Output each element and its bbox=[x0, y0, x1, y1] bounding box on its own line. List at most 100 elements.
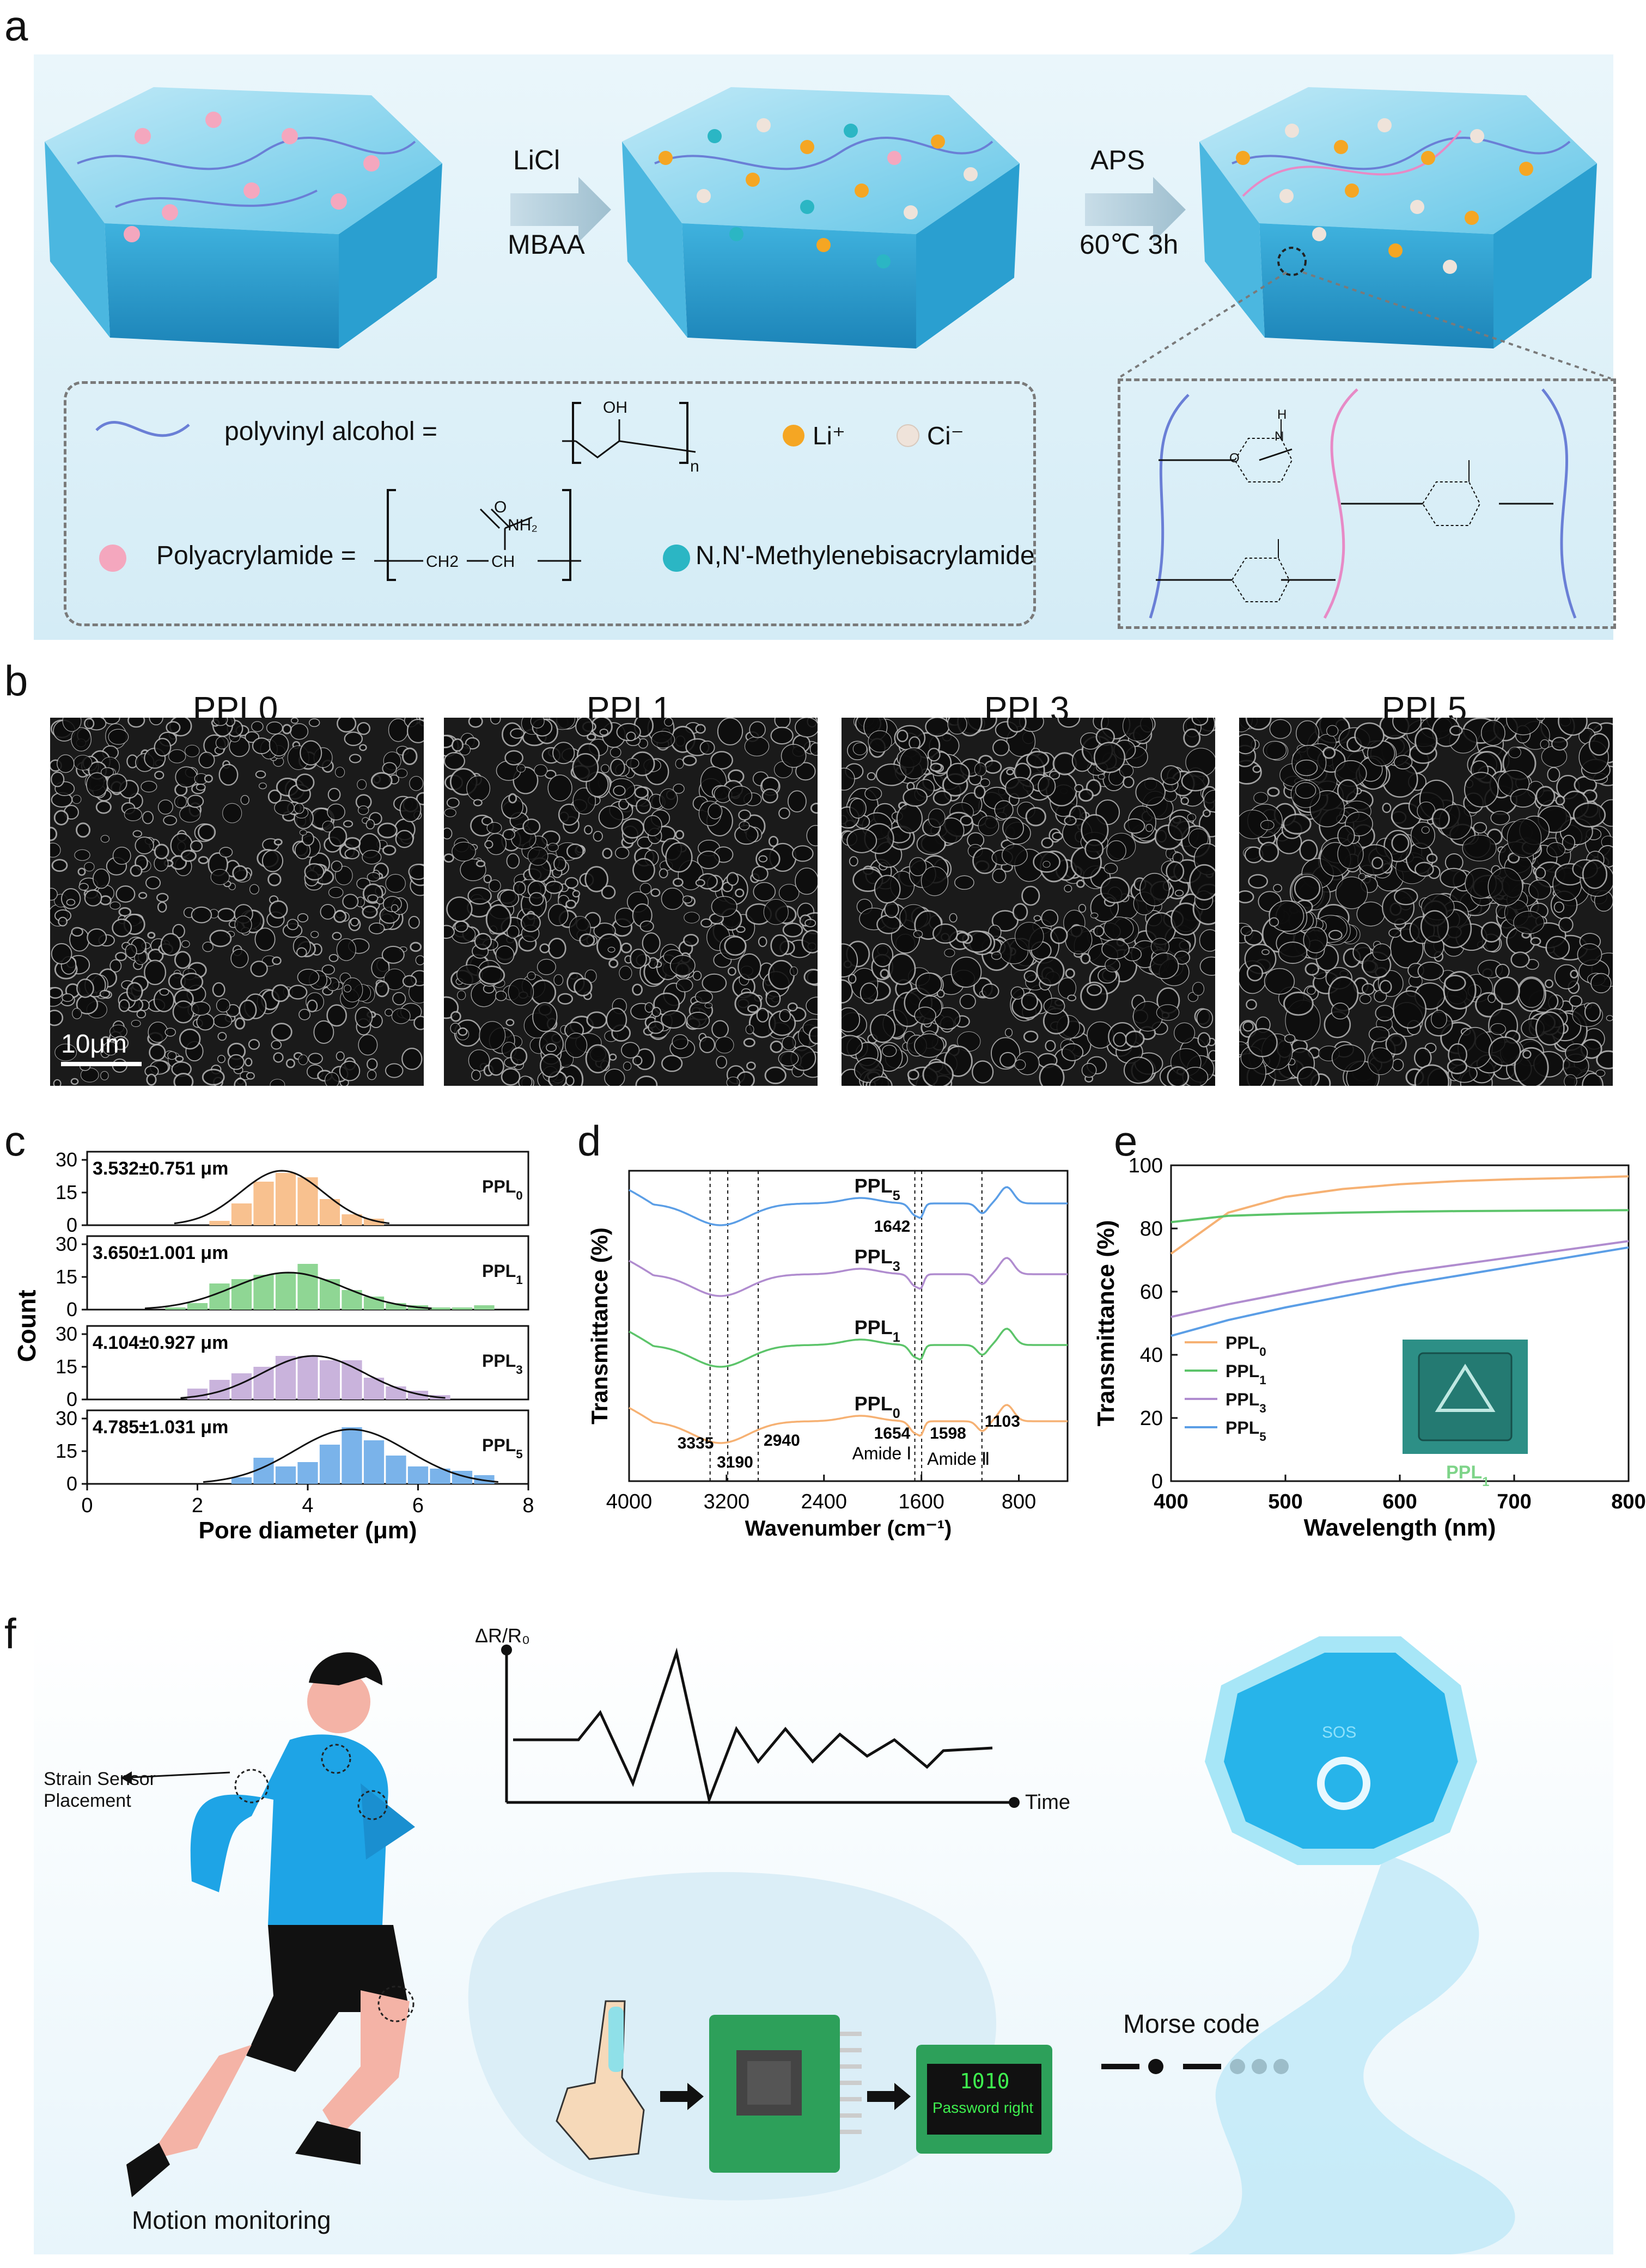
histogram-bar bbox=[474, 1305, 495, 1310]
gaussian-fit-line bbox=[180, 1355, 446, 1399]
x-tick-label: 800 bbox=[1611, 1490, 1645, 1513]
histogram-bar bbox=[297, 1264, 318, 1310]
panel-label-e: e bbox=[1114, 1117, 1138, 1165]
series-label: PPL0 bbox=[855, 1392, 900, 1421]
histogram-bar bbox=[275, 1356, 296, 1399]
stat-label: 3.532±0.751 μm bbox=[93, 1158, 228, 1179]
histogram-bar bbox=[319, 1360, 340, 1399]
y-tick-label: 0 bbox=[66, 1298, 77, 1321]
y-axis-label: Transmittance (%) bbox=[587, 1227, 612, 1425]
x-tick-label: 1600 bbox=[898, 1490, 944, 1513]
y-tick-label: 15 bbox=[56, 1440, 77, 1462]
stat-label: 4.104±0.927 μm bbox=[93, 1332, 228, 1353]
histogram-bar bbox=[231, 1203, 252, 1225]
y-axis-label: Count bbox=[13, 1290, 41, 1362]
legend-pam-o: O bbox=[494, 498, 507, 516]
panel-label-c: c bbox=[4, 1117, 26, 1165]
histogram-bar bbox=[430, 1307, 450, 1310]
series-label: PPL3 bbox=[482, 1351, 523, 1377]
y-tick-label: 30 bbox=[56, 1148, 77, 1171]
x-tick-label: 800 bbox=[1002, 1490, 1036, 1513]
transmittance-line-PPL3 bbox=[1171, 1240, 1629, 1318]
x-tick-label: 600 bbox=[1382, 1490, 1417, 1513]
stat-label: 4.785±1.031 μm bbox=[93, 1417, 228, 1438]
peak-label: 3335 bbox=[678, 1434, 714, 1452]
y-tick-label: 0 bbox=[66, 1472, 77, 1495]
series-label: PPL0 bbox=[482, 1177, 523, 1202]
signal-trace bbox=[501, 1645, 1020, 1808]
histogram-bar bbox=[319, 1199, 340, 1225]
display-board bbox=[916, 2045, 1052, 2154]
x-tick-label: 2 bbox=[192, 1494, 203, 1517]
hydrogel-scheme bbox=[45, 87, 1611, 380]
x-axis-label: Wavenumber (cm⁻¹) bbox=[745, 1517, 952, 1540]
series-label: PPL5 bbox=[855, 1175, 900, 1203]
inset-caption: PPL1 bbox=[1446, 1462, 1489, 1489]
y-tick-label: 30 bbox=[56, 1233, 77, 1255]
reagent-aps: APS bbox=[1090, 145, 1145, 175]
ftir-trace-PPL5 bbox=[629, 1186, 1068, 1226]
screen-code: 1010 bbox=[960, 2069, 1010, 2093]
inset-atom-h: H bbox=[1277, 407, 1287, 422]
series-label: PPL5 bbox=[482, 1435, 523, 1461]
chart-e-transmittance: 0 20 40 60 80 100 400 500 600 700 800 PPL0 PPL1 PPL3 P… bbox=[1089, 1138, 1646, 1585]
peak-label: 1642 bbox=[874, 1218, 911, 1236]
strain-label-line1: Strain Sensor bbox=[44, 1769, 156, 1789]
signal-y-label: ΔR/R₀ bbox=[475, 1624, 530, 1647]
ftir-trace-PPL3 bbox=[629, 1257, 1068, 1297]
inset-atom-n: N bbox=[1275, 429, 1284, 444]
y-tick-label: 20 bbox=[1140, 1407, 1163, 1430]
panel-label-f: f bbox=[4, 1610, 16, 1658]
arrow-step-2 bbox=[1085, 177, 1186, 242]
histogram-bar bbox=[342, 1214, 362, 1225]
series-label: PPL3 bbox=[855, 1245, 900, 1274]
panel-label-d: d bbox=[577, 1117, 601, 1165]
legend-pam-ch: CH bbox=[491, 553, 515, 571]
y-tick-label: 15 bbox=[56, 1355, 77, 1378]
legend-pam: Polyacrylamide = bbox=[156, 541, 356, 570]
histogram-bar bbox=[275, 1273, 296, 1310]
screen-message: Password right bbox=[932, 2099, 1034, 2116]
transmittance-line-PPL0 bbox=[1170, 1175, 1629, 1255]
zoom-circle bbox=[1277, 247, 1307, 276]
sem-image-ppl5 bbox=[1239, 718, 1613, 1086]
legend-pam-nh2: NH₂ bbox=[508, 516, 538, 534]
histogram-bar bbox=[297, 1356, 318, 1399]
signal-x-label: Time bbox=[1025, 1791, 1071, 1814]
finger-sensor bbox=[556, 2000, 645, 2160]
hbond-inset-graphics bbox=[1149, 388, 1577, 619]
transmittance-line-PPL1 bbox=[1171, 1209, 1629, 1224]
reagent-mbaa: MBAA bbox=[508, 229, 585, 260]
histogram-bar bbox=[363, 1440, 385, 1484]
x-tick-label: 400 bbox=[1154, 1490, 1188, 1513]
transmittance-line-PPL5 bbox=[1171, 1246, 1629, 1337]
sem-image-ppl0 bbox=[50, 718, 424, 1086]
legend-pva-oh: OH bbox=[603, 399, 627, 417]
band-label: Amide Ⅰ bbox=[852, 1444, 912, 1463]
histogram-bar bbox=[386, 1456, 406, 1484]
histogram-bar bbox=[253, 1182, 274, 1225]
peak-label: 1103 bbox=[985, 1413, 1020, 1431]
strain-label-line2: Placement bbox=[44, 1790, 131, 1811]
histogram-bar bbox=[209, 1283, 230, 1310]
panel-label-b: b bbox=[4, 657, 28, 705]
circuit-board bbox=[709, 2015, 862, 2173]
hydrogel-cube-2 bbox=[622, 87, 1020, 349]
histogram-bar bbox=[187, 1303, 208, 1310]
legend-pva-n: n bbox=[690, 457, 699, 475]
histogram-bar bbox=[363, 1219, 385, 1225]
histogram-bar bbox=[275, 1466, 296, 1484]
y-tick-label: 0 bbox=[66, 1214, 77, 1236]
chart-d-ftir: PPL5 PPL3 PPL1 PPL0 3335 3190 2940 1654 1598 1103… bbox=[577, 1138, 1089, 1585]
series-label: PPL1 bbox=[855, 1316, 900, 1345]
panel-f-application: Strain Sensor Placement Motion monitorin… bbox=[34, 1620, 1613, 2254]
sem-image-ppl3 bbox=[842, 718, 1215, 1086]
histogram-bar bbox=[275, 1173, 296, 1225]
legend-li: Li⁺ bbox=[813, 421, 846, 450]
legend-label: PPL3 bbox=[1226, 1390, 1266, 1415]
x-tick-label: 0 bbox=[81, 1494, 93, 1517]
x-axis-label: Wavelength (nm) bbox=[1304, 1514, 1496, 1541]
y-tick-label: 60 bbox=[1140, 1281, 1163, 1304]
y-tick-label: 0 bbox=[66, 1388, 77, 1410]
peak-label: 3190 bbox=[717, 1453, 753, 1471]
